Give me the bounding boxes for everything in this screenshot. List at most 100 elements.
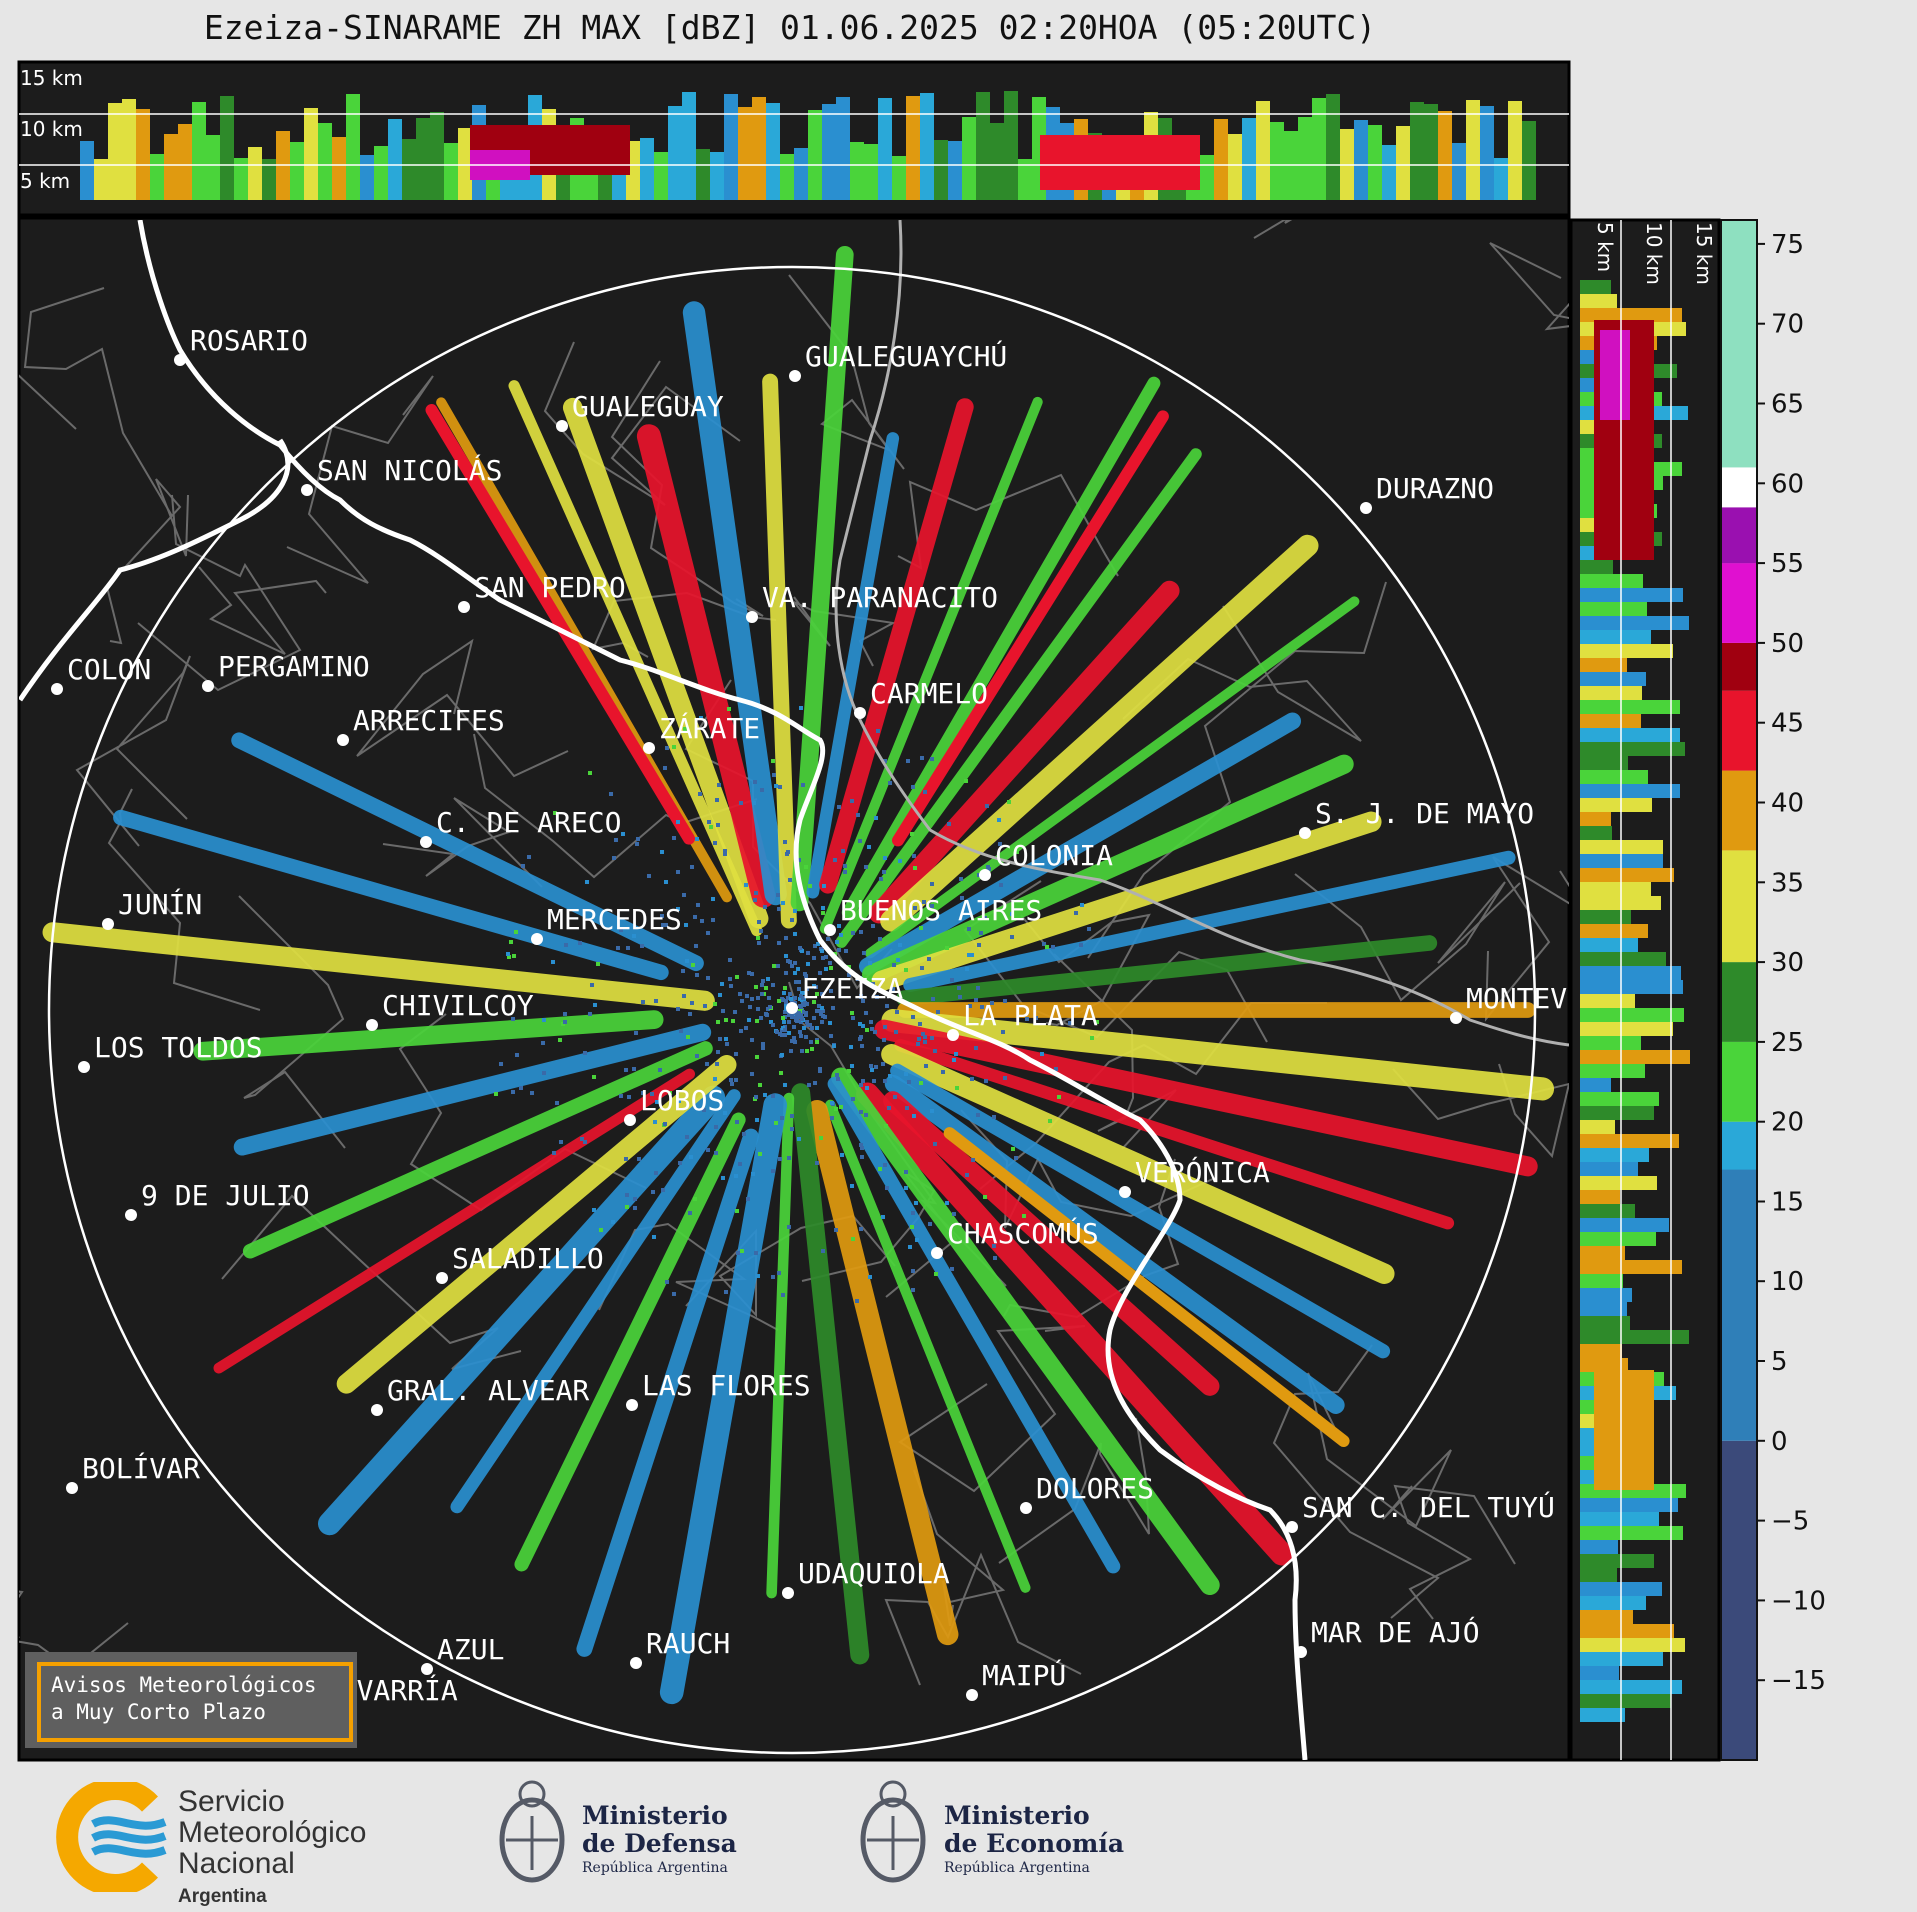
clutter-pixel <box>555 1101 559 1105</box>
section-row <box>1580 1176 1657 1190</box>
section-column <box>1522 121 1536 200</box>
clutter-pixel <box>633 1197 637 1201</box>
city-label: JUNÍN <box>118 887 202 921</box>
clutter-pixel <box>887 1106 891 1110</box>
clutter-pixel <box>820 1020 824 1024</box>
echo-ray <box>113 809 669 981</box>
clutter-pixel <box>514 930 518 934</box>
clutter-pixel <box>878 1167 882 1171</box>
section-column <box>94 159 108 200</box>
city-marker: UDAQUIOLA <box>782 1557 950 1599</box>
clutter-pixel <box>790 1039 794 1043</box>
section-core <box>1040 135 1200 190</box>
strong-echo-ray <box>425 404 695 845</box>
clutter-pixel <box>1048 1119 1052 1123</box>
clutter-pixel <box>676 870 680 874</box>
clutter-pixel <box>542 1071 546 1075</box>
clutter-pixel <box>800 949 804 953</box>
clutter-pixel <box>803 972 807 976</box>
clutter-pixel <box>816 942 820 946</box>
clutter-pixel <box>777 907 781 911</box>
section-row <box>1580 1106 1654 1120</box>
section-row <box>1580 658 1627 672</box>
section-column <box>948 141 962 200</box>
province-border <box>221 1194 522 1370</box>
clutter-pixel <box>723 852 727 856</box>
clutter-pixel <box>967 927 971 931</box>
top-5km-label: 5 km <box>20 169 70 193</box>
clutter-pixel <box>957 986 961 990</box>
clutter-pixel <box>690 865 694 869</box>
city-dot <box>301 484 313 496</box>
clutter-pixel <box>664 880 668 884</box>
clutter-pixel <box>868 961 872 965</box>
clutter-pixel <box>614 838 618 842</box>
city-dot <box>624 1114 636 1126</box>
clutter-pixel <box>936 915 940 919</box>
clutter-pixel <box>658 1068 662 1072</box>
section-column <box>234 158 248 200</box>
clutter-pixel <box>790 1015 794 1019</box>
clutter-pixel <box>891 987 895 991</box>
clutter-pixel <box>553 811 557 815</box>
economia-sub: República Argentina <box>944 1860 1090 1876</box>
clutter-pixel <box>829 966 833 970</box>
section-column <box>668 106 682 200</box>
strong-echo-ray <box>943 1127 1350 1447</box>
section-column <box>878 98 892 200</box>
section-column <box>1200 155 1214 200</box>
clutter-pixel <box>1025 1017 1029 1021</box>
clutter-pixel <box>1003 999 1007 1003</box>
province-border <box>1294 873 1521 1002</box>
clutter-pixel <box>813 944 817 948</box>
city-label: LAS FLORES <box>642 1369 811 1402</box>
clutter-pixel <box>784 954 788 958</box>
section-column <box>1298 117 1312 200</box>
clutter-pixel <box>992 1115 996 1119</box>
section-row <box>1580 1638 1685 1652</box>
clutter-pixel <box>801 996 805 1000</box>
section-column <box>738 107 752 200</box>
echo-ray <box>868 580 1180 924</box>
colorbar-tick-label: 25 <box>1771 1028 1804 1058</box>
city-marker: S. J. DE MAYO <box>1299 797 1534 839</box>
clutter-pixel <box>821 956 825 960</box>
clutter-pixel <box>739 1029 743 1033</box>
clutter-pixel <box>802 1026 806 1030</box>
clutter-pixel <box>941 1070 945 1074</box>
clutter-pixel <box>885 1004 889 1008</box>
clutter-pixel <box>874 816 878 820</box>
clutter-pixel <box>609 792 613 796</box>
clutter-pixel <box>765 1013 769 1017</box>
clutter-pixel <box>904 1186 908 1190</box>
clutter-pixel <box>882 870 886 874</box>
section-column <box>1242 118 1256 200</box>
clutter-pixel <box>763 905 767 909</box>
clutter-pixel <box>809 1040 813 1044</box>
clutter-pixel <box>817 1009 821 1013</box>
city-label: GUALEGUAYCHÚ <box>805 339 1007 373</box>
clutter-pixel <box>750 1072 754 1076</box>
smn-logo-icon <box>56 1782 167 1892</box>
city-label: DOLORES <box>1036 1472 1154 1505</box>
clutter-pixel <box>797 987 801 991</box>
section-row <box>1580 1022 1673 1036</box>
economia-logo-text: Ministerio de Economía República Argenti… <box>944 1802 1124 1878</box>
section-row <box>1580 1610 1633 1624</box>
clutter-pixel <box>774 1121 778 1125</box>
clutter-pixel <box>634 1031 638 1035</box>
notice-box[interactable]: Avisos Meteorológicos a Muy Corto Plazo <box>25 1652 357 1748</box>
section-column <box>682 92 696 200</box>
clutter-pixel <box>971 1158 975 1162</box>
clutter-pixel <box>914 1201 918 1205</box>
clutter-pixel <box>921 1032 925 1036</box>
echo-ray <box>865 596 1360 959</box>
clutter-pixel <box>1054 1067 1058 1071</box>
city-marker: MONTEVIDEO <box>1450 982 1569 1024</box>
colorbar-segment <box>1721 642 1757 691</box>
city-marker: COLONIA <box>979 839 1113 881</box>
section-row <box>1580 728 1680 742</box>
city-label: VERÓNICA <box>1135 1155 1270 1189</box>
section-core <box>1600 330 1630 420</box>
